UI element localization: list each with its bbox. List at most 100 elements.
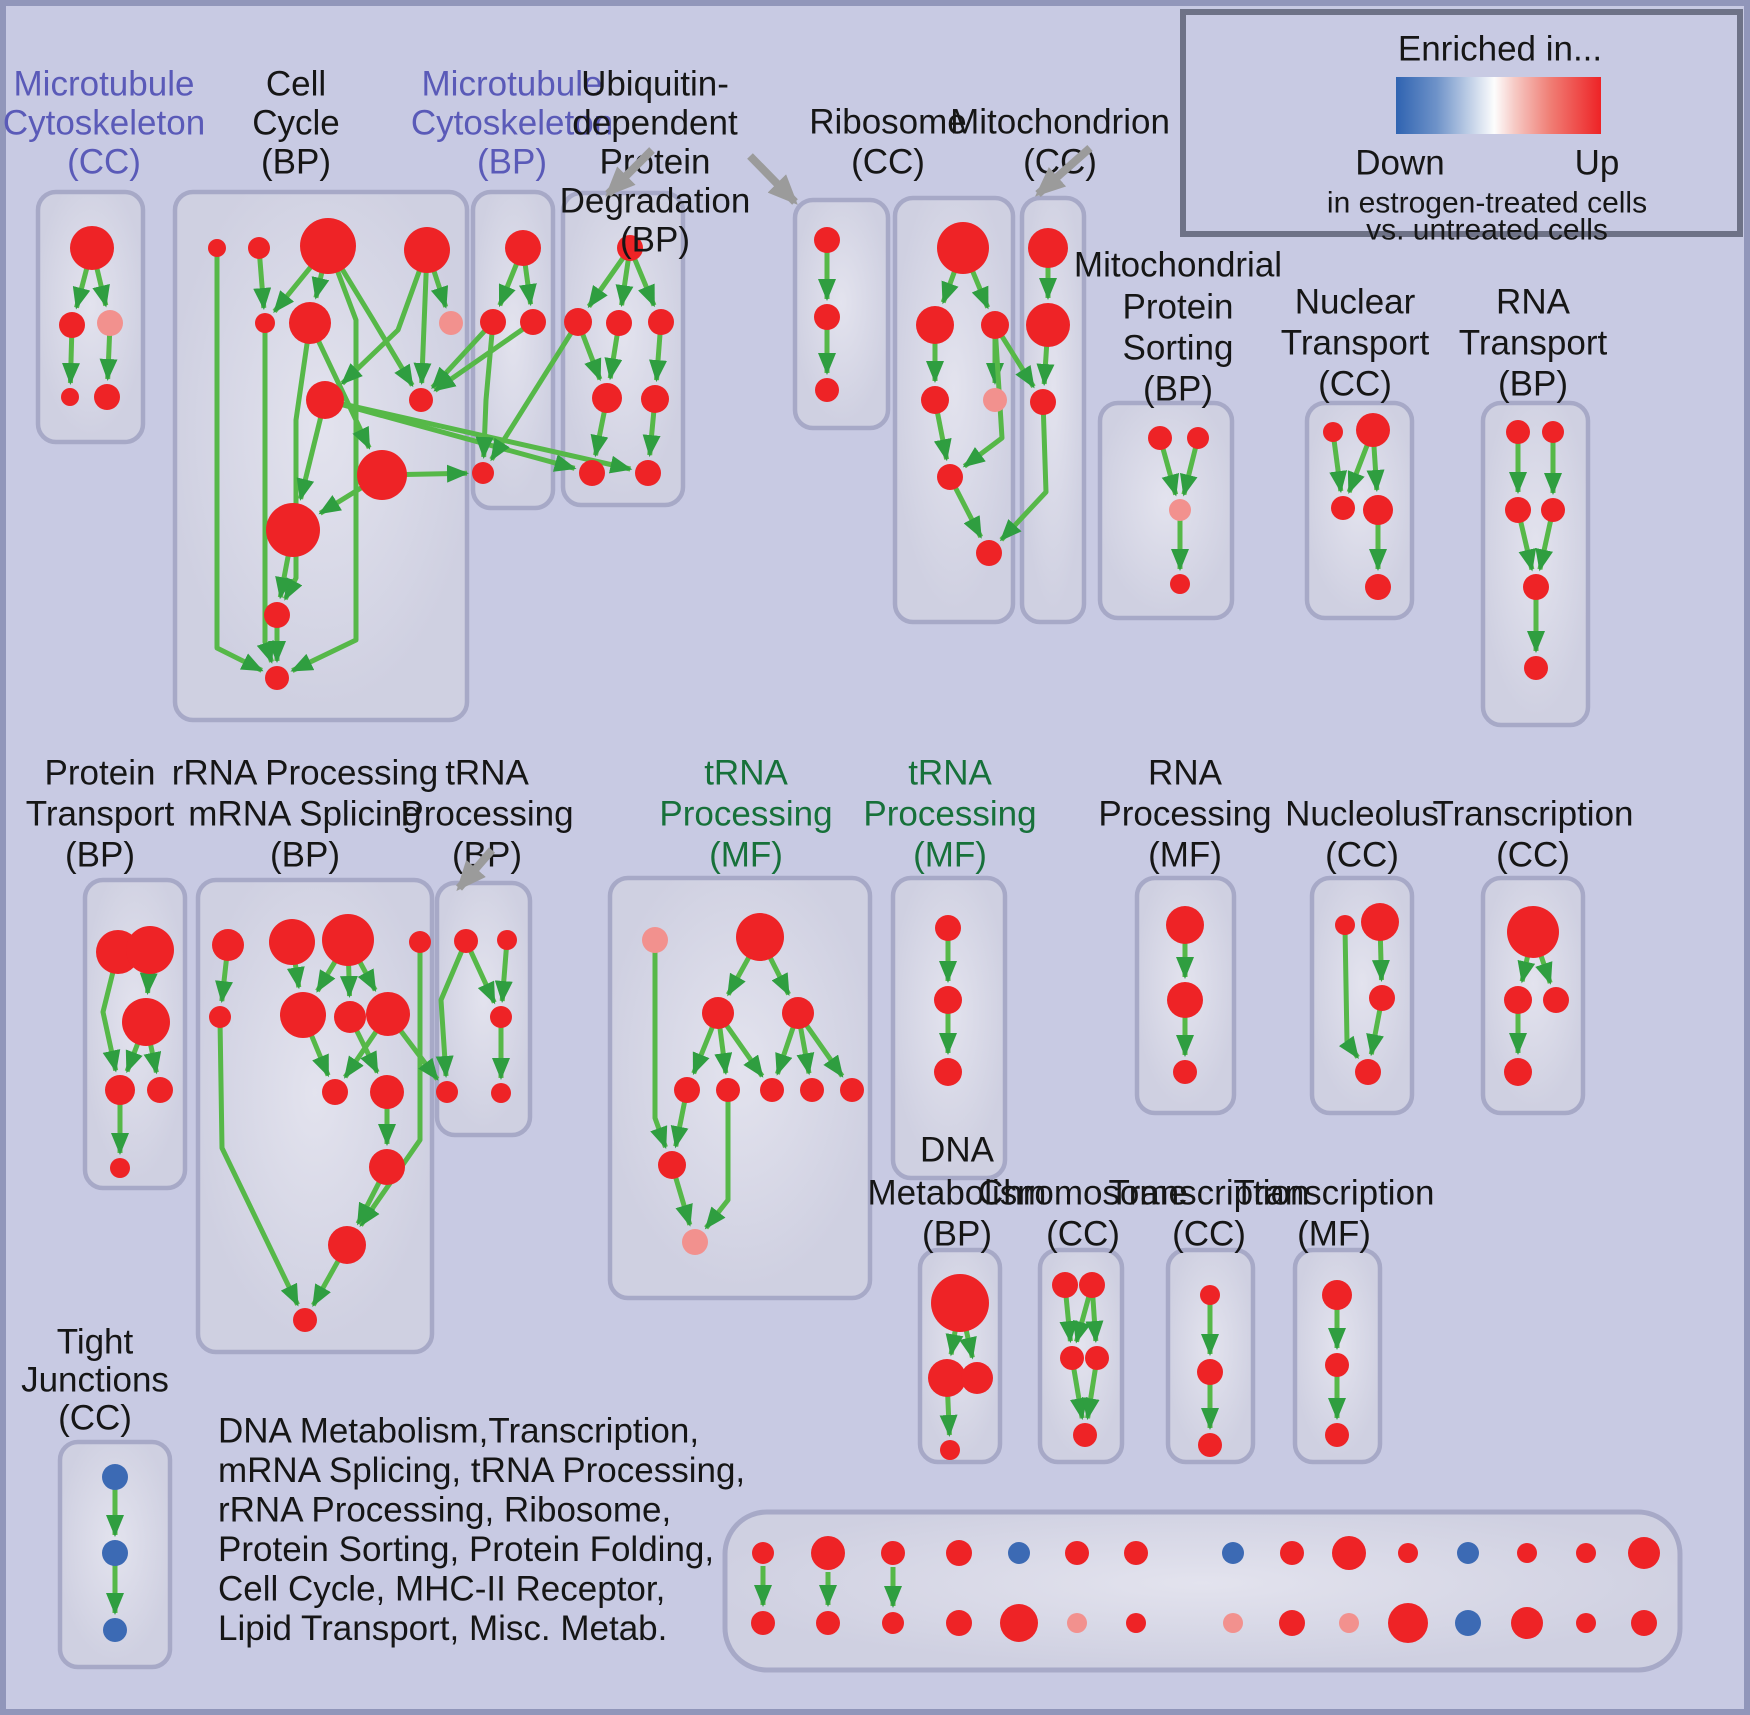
misc-category-text-line5: Cell Cycle, MHC-II Receptor, [218,1570,665,1609]
node-cc.k [264,602,290,628]
edge-mps.t2-mps.pk [1179,446,1199,497]
edge-trnabp.t1-trnabp.m [467,949,497,1005]
legend-down-label: Down [1355,144,1444,183]
edge-cc.c-cc.f [311,270,330,300]
summary-node-bottom-14 [1576,1613,1596,1633]
node-ubb.n1 [814,227,840,253]
edge-nucl.m-nucl.b [1366,1008,1384,1057]
node-dnam.t [931,1274,989,1332]
node-trnamf1.pb [682,1229,708,1255]
summary-node-top-8 [1222,1542,1244,1564]
edge-nuct.tb-nuct.ml [1346,443,1370,494]
cluster-label-mps-line3: Sorting [1123,329,1234,368]
edge-trnabp.t1-trnabp.b1 [435,949,465,1078]
cluster-box-trnamf1 [607,875,873,1301]
edge-ribo.ll-ribo.m [933,411,952,462]
node-ribo.l [916,306,954,344]
edge-trnamf1.L-trnamf1.pb [673,1175,693,1227]
node-mtbp.t [505,230,541,266]
edge-uba.m3-uba.lm2 [649,332,667,383]
node-uba.m2 [606,310,632,336]
edge-chrom.t2-chrom.m2 [1085,1295,1104,1343]
cluster-box-mtbp [470,189,556,511]
node-rnaproc.n2 [1167,982,1203,1018]
summary-node-top-5 [1008,1542,1030,1564]
cluster-label-trnamf1-line2: Processing [659,795,832,834]
edge-trnamf1.m1-trnamf1.b3 [723,1023,765,1078]
edge-rrna.t1-rrna.m1 [215,958,233,1004]
node-chrom.t2 [1079,1272,1105,1298]
node-mtbp.bb [472,462,494,484]
node-trnamf1.b4 [800,1078,824,1102]
legend-gradient-bar [1396,77,1601,134]
node-mtcc.t [70,226,114,270]
edge-chrom.t1-chrom.m1 [1059,1295,1078,1344]
cluster-label-uba-line5: (BP) [620,221,690,260]
cluster-label-trnamf2-line1: tRNA [908,754,992,793]
cluster-label-uba-line1: Ubiquitin- [581,65,729,104]
node-tj.n1 [102,1464,128,1490]
node-nuct.tb [1356,413,1390,447]
cluster-label-mps-line4: (BP) [1143,370,1213,409]
edge-pt.t1-pt.l [100,970,121,1073]
node-cc.d [404,227,450,273]
cluster-label-rnaproc-line3: (MF) [1148,836,1222,875]
edge-uba.lm2-uba.b2 [642,410,661,458]
cluster-label-mtcc-line1: Microtubule [14,65,195,104]
node-uba.b2 [635,460,661,486]
cluster-label-trnamf1-line3: (MF) [709,836,783,875]
edge-nuct.tb-nuct.mr [1366,444,1385,492]
cluster-label-mtbp-line2: Cytoskeleton [411,104,613,143]
edge-cc.d-cc.pk [430,269,449,309]
cluster-label-nuct-line1: Nuclear [1295,283,1416,322]
cluster-label-tj-line3: (CC) [58,1399,132,1438]
node-cc.g [306,381,344,419]
edge-cc.i-cc.j [318,484,364,516]
cluster-label-tj-line2: Junctions [21,1361,169,1400]
cluster-label-nuct-line3: (CC) [1318,365,1392,404]
edge-mtcc.pk-mtcc.br [99,333,118,381]
cluster-label-cc-line2: Cycle [252,104,340,143]
edge-trnamf1.m1-trnamf1.b2 [714,1026,733,1076]
edge-cc.c-cc.e [272,264,314,313]
edge-trnamf1.m2-trnamf1.b5 [803,1023,845,1078]
edge-pt.m-pt.l [124,1041,143,1074]
node-trnamf1.b5 [840,1078,864,1102]
edge-rrna.t2-rrna.m2 [286,962,305,990]
edge-ribo.t-ribo.l [940,269,959,305]
node-ribo.ll [921,386,949,414]
cluster-label-cc-line3: (BP) [261,143,331,182]
edge-rnat.ml-rnat.m [1518,520,1537,572]
edge-dnam.l-dnam.b [939,1394,958,1437]
node-uba.lm1 [592,383,622,413]
node-rrna.t3 [322,914,374,966]
node-cc.b [248,237,270,259]
node-mtbp.m2 [520,309,546,335]
node-mtcc.br [94,384,120,410]
summary-node-bottom-6 [1067,1613,1087,1633]
edge-chrom.t2-chrom.m1 [1073,1294,1092,1344]
edge-rnat.mr-rnat.m [1535,519,1554,572]
summary-node-bottom-4 [946,1610,972,1636]
cluster-label-pt-line2: Transport [26,795,175,834]
edge-trnamf1.m1-trnamf1.b1 [691,1025,716,1076]
edge-mtbp.m2-cc.h [433,326,526,393]
node-mtcc.ml [59,312,85,338]
summary-node-top-3 [881,1541,905,1565]
edge-mtcc.t-mtcc.pk [92,266,110,308]
node-trcc1.l [1504,986,1532,1014]
annotation-arrow-4 [455,847,496,892]
node-rnaproc.n3 [1173,1060,1197,1084]
cluster-label-rnat-line2: Transport [1459,324,1608,363]
node-rrna.m4 [366,992,410,1036]
annotation-arrow-3 [1035,145,1093,197]
summary-node-bottom-5 [1000,1604,1038,1642]
edge-ribo.r-mito.ml [999,333,1036,389]
edge-cc.g-uba.b1 [340,402,577,472]
cluster-label-pt-line3: (BP) [65,836,135,875]
cluster-label-nuct-line2: Transport [1281,324,1430,363]
node-trnamf2.n2 [934,986,962,1014]
node-rrna.v [328,1226,366,1264]
node-chrom.m2 [1085,1346,1109,1370]
edge-rrna.lm-rrna.v [355,1180,382,1226]
